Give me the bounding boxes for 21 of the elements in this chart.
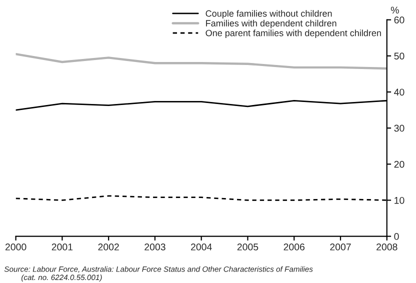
y-tick-label: 60: [394, 16, 404, 24]
legend-label: Families with dependent children: [206, 20, 336, 28]
legend-label: Couple families without children: [206, 10, 332, 18]
x-tick-label: 2000: [5, 244, 26, 250]
x-tick-label: 2003: [144, 244, 166, 250]
y-tick-label: 40: [394, 88, 404, 96]
x-tick-label: 2008: [376, 244, 398, 250]
y-axis-title: %: [390, 6, 399, 14]
x-tick-label: 2002: [98, 244, 119, 250]
y-tick-label: 50: [394, 52, 404, 60]
x-tick-label: 2007: [330, 244, 351, 250]
x-tick-label: 2001: [52, 244, 73, 250]
line-series: [16, 52, 387, 70]
x-tick-label: 2006: [284, 244, 304, 250]
x-tick-label: 2004: [191, 244, 212, 250]
x-tick-label: 2005: [237, 244, 258, 250]
y-tick-label: 30: [394, 124, 404, 132]
legend-label: One parent families with dependent children: [206, 30, 381, 38]
y-tick-label: 20: [394, 160, 404, 168]
y-tick-label: 0: [394, 233, 399, 240]
y-tick-label: 10: [394, 196, 404, 204]
